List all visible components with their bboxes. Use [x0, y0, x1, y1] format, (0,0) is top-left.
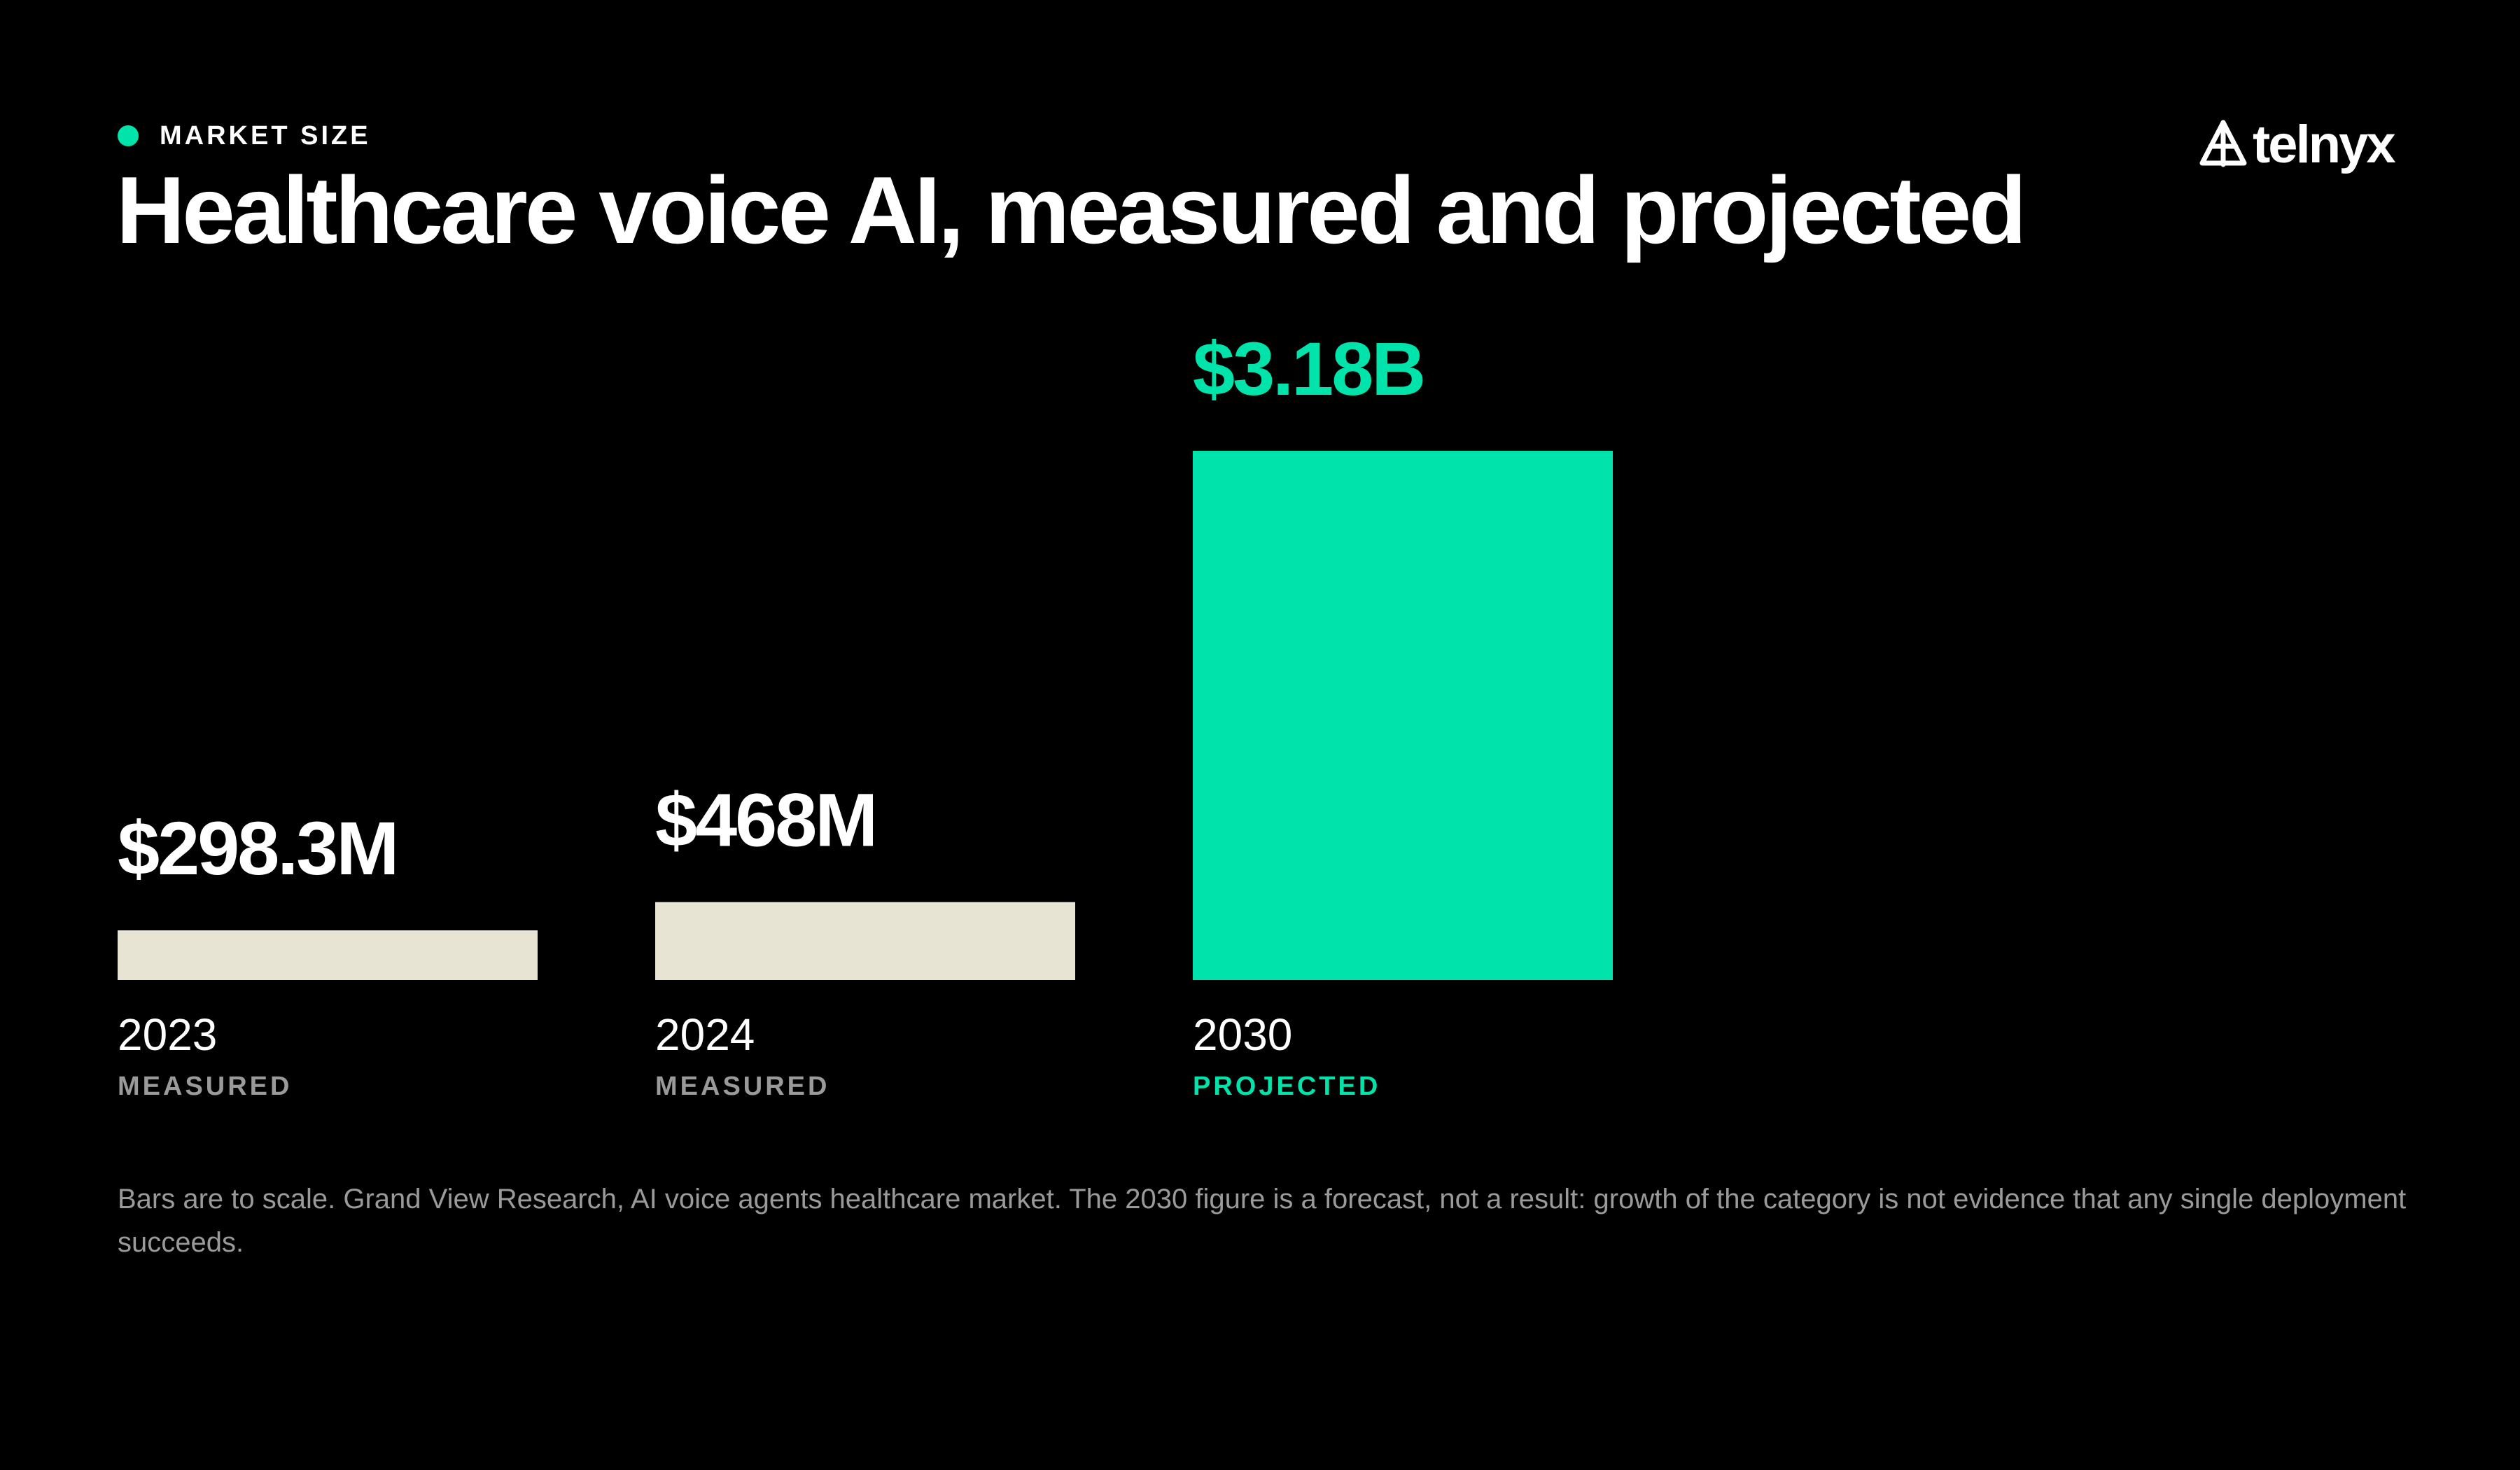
data-label-2024: $468M — [655, 778, 876, 862]
bar-2030 — [1193, 451, 1613, 980]
logo-text: telnyx — [2253, 114, 2396, 174]
bar-2024 — [655, 902, 1075, 980]
category-label-2030: 2030 — [1193, 1009, 1292, 1060]
status-label-2024: MEASURED — [655, 1072, 830, 1101]
category-label-2024: 2024 — [655, 1009, 755, 1060]
category-label-2023: 2023 — [118, 1009, 217, 1060]
bar-2023 — [118, 930, 538, 980]
status-label-2030: PROJECTED — [1193, 1072, 1380, 1101]
chart-footnote: Bars are to scale. Grand View Research, … — [118, 1184, 2407, 1258]
status-label-2023: MEASURED — [118, 1072, 292, 1101]
bar-chart: $298.3M 2023 MEASURED $468M 2024 MEASURED $3.1… — [118, 326, 1613, 1101]
data-label-2030: $3.18B — [1193, 326, 1424, 411]
data-label-2023: $298.3M — [118, 806, 397, 890]
page-title: Healthcare voice AI, measured and projec… — [116, 157, 2026, 263]
eyebrow-label: MARKET SIZE — [160, 120, 371, 150]
telnyx-logo-icon — [2199, 120, 2247, 167]
eyebrow: MARKET SIZE — [118, 120, 371, 151]
telnyx-logo: telnyx — [2198, 114, 2396, 174]
eyebrow-dot-icon — [118, 125, 139, 146]
